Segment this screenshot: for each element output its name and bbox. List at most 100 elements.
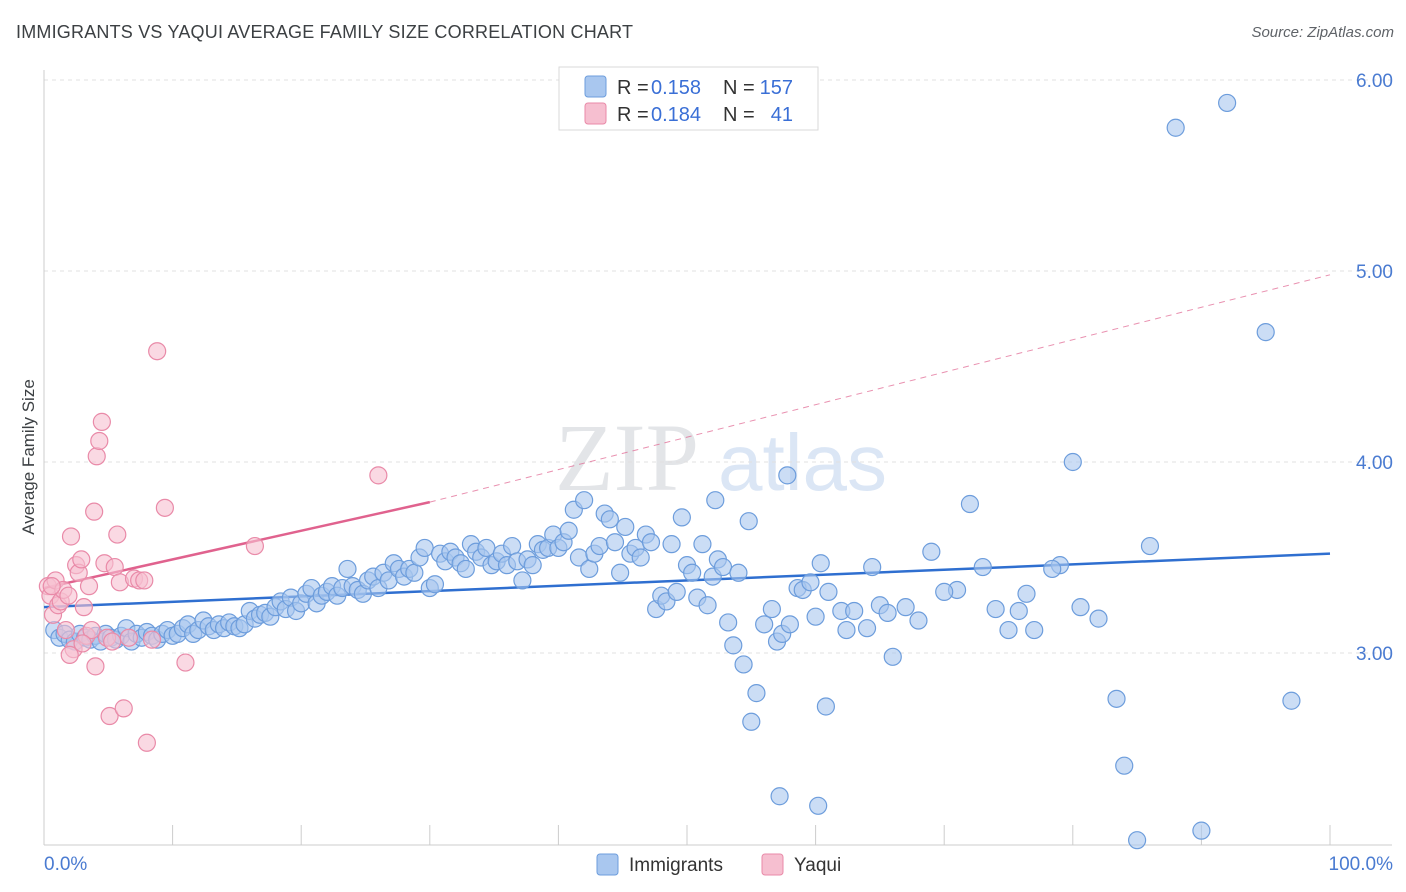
point-immigrants-145 bbox=[819, 582, 838, 601]
point-immigrants-172 bbox=[1107, 689, 1126, 708]
point-yaqui-21 bbox=[92, 412, 111, 431]
series-immigrants bbox=[45, 93, 1301, 850]
point-immigrants-154 bbox=[837, 620, 856, 640]
point-immigrants-100 bbox=[559, 521, 578, 540]
point-yaqui-7 bbox=[56, 620, 75, 640]
point-immigrants-89 bbox=[503, 536, 522, 556]
point-immigrants-72 bbox=[415, 538, 434, 558]
point-immigrants-135 bbox=[742, 712, 761, 731]
point-immigrants-176 bbox=[1218, 93, 1237, 113]
point-yaqui-38 bbox=[73, 634, 92, 653]
point-immigrants-120 bbox=[662, 535, 681, 554]
point-immigrants-150 bbox=[878, 603, 897, 622]
point-immigrants-183 bbox=[922, 542, 941, 561]
x-tick-label-min: 0.0% bbox=[44, 854, 87, 875]
x-tick-label-max: 100.0% bbox=[1329, 854, 1394, 875]
point-immigrants-162 bbox=[960, 494, 980, 514]
point-yaqui-20 bbox=[90, 431, 109, 451]
point-immigrants-148 bbox=[857, 619, 877, 638]
point-yaqui-43 bbox=[86, 657, 105, 676]
legend-r-label-yaqui: R = bbox=[617, 104, 649, 126]
point-immigrants-163 bbox=[1063, 452, 1082, 472]
bottom-legend: Immigrants Yaqui bbox=[596, 853, 841, 876]
point-immigrants-166 bbox=[999, 620, 1018, 640]
point-immigrants-116 bbox=[641, 533, 661, 552]
point-immigrants-153 bbox=[909, 611, 928, 630]
point-immigrants-164 bbox=[973, 557, 992, 577]
point-immigrants-185 bbox=[1140, 536, 1160, 556]
point-immigrants-160 bbox=[706, 491, 725, 510]
point-yaqui-19 bbox=[87, 447, 106, 466]
point-immigrants-137 bbox=[755, 615, 774, 634]
point-yaqui-42 bbox=[137, 733, 156, 752]
point-immigrants-124 bbox=[683, 563, 702, 582]
point-immigrants-168 bbox=[1025, 620, 1044, 640]
point-yaqui-35 bbox=[148, 342, 167, 361]
point-yaqui-27 bbox=[108, 525, 127, 544]
point-immigrants-93 bbox=[523, 556, 542, 575]
point-immigrants-151 bbox=[883, 647, 902, 666]
trend-extension-yaqui bbox=[429, 274, 1331, 503]
legend-r-value-yaqui: 0.184 bbox=[651, 104, 701, 126]
bottom-legend-swatch-yaqui bbox=[761, 853, 784, 876]
point-yaqui-36 bbox=[155, 498, 174, 517]
source-label: Source: ZipAtlas.com bbox=[1251, 24, 1394, 41]
point-immigrants-147 bbox=[845, 601, 864, 621]
point-yaqui-9 bbox=[61, 527, 81, 546]
point-immigrants-152 bbox=[896, 598, 915, 617]
point-immigrants-174 bbox=[1127, 831, 1147, 850]
point-immigrants-80 bbox=[456, 559, 475, 579]
point-yaqui-41 bbox=[369, 466, 388, 485]
point-yaqui-13 bbox=[72, 550, 91, 569]
point-yaqui-40 bbox=[245, 536, 265, 556]
legend-n-label-immigrants: N = bbox=[723, 77, 755, 99]
point-yaqui-34 bbox=[142, 630, 162, 649]
point-yaqui-37 bbox=[60, 645, 79, 665]
point-immigrants-132 bbox=[724, 636, 743, 655]
y-tick-labels: 3.00 4.00 5.00 6.00 bbox=[1356, 71, 1393, 665]
point-immigrants-136 bbox=[747, 684, 766, 703]
legend: R = 0.158 N = 157 R = 0.184 N = 41 bbox=[558, 66, 819, 131]
point-immigrants-106 bbox=[590, 536, 609, 556]
chart-title: IMMIGRANTS VS YAQUI AVERAGE FAMILY SIZE … bbox=[16, 22, 634, 42]
point-immigrants-141 bbox=[780, 615, 799, 634]
watermark-zip: ZIP bbox=[555, 404, 699, 511]
legend-n-value-immigrants: 157 bbox=[760, 77, 793, 99]
point-yaqui-17 bbox=[82, 620, 101, 640]
point-immigrants-114 bbox=[631, 548, 650, 567]
point-immigrants-130 bbox=[713, 557, 733, 577]
point-immigrants-173 bbox=[1115, 756, 1134, 775]
trend-line-yaqui bbox=[43, 500, 431, 590]
trend-layer bbox=[43, 274, 1331, 609]
legend-n-value-yaqui: 41 bbox=[771, 104, 793, 126]
y-tick-label-2: 5.00 bbox=[1356, 262, 1393, 283]
point-immigrants-144 bbox=[806, 607, 825, 626]
point-immigrants-161 bbox=[816, 697, 835, 716]
point-immigrants-184 bbox=[935, 582, 954, 601]
point-yaqui-26 bbox=[105, 557, 124, 577]
y-tick-label-3: 6.00 bbox=[1356, 71, 1393, 92]
legend-swatch-yaqui bbox=[584, 102, 607, 125]
point-yaqui-30 bbox=[119, 628, 138, 647]
point-immigrants-157 bbox=[811, 554, 830, 573]
y-tick-label-1: 4.00 bbox=[1356, 453, 1393, 474]
point-immigrants-131 bbox=[719, 613, 738, 632]
point-immigrants-108 bbox=[600, 510, 619, 529]
point-immigrants-175 bbox=[1256, 323, 1275, 342]
point-immigrants-155 bbox=[801, 573, 820, 592]
series-yaqui bbox=[38, 342, 388, 752]
point-immigrants-134 bbox=[734, 655, 753, 674]
point-immigrants-171 bbox=[1089, 609, 1108, 628]
point-immigrants-70 bbox=[405, 563, 424, 582]
point-yaqui-8 bbox=[59, 586, 78, 605]
legend-n-label-yaqui: N = bbox=[723, 104, 755, 126]
y-axis-title: Average Family Size bbox=[19, 379, 38, 535]
point-immigrants-186 bbox=[809, 796, 828, 815]
point-yaqui-39 bbox=[176, 653, 195, 672]
point-immigrants-181 bbox=[1017, 584, 1036, 603]
axis-layer bbox=[43, 70, 1392, 846]
point-immigrants-182 bbox=[1043, 559, 1062, 579]
point-immigrants-111 bbox=[616, 517, 635, 537]
point-yaqui-25 bbox=[103, 632, 122, 651]
